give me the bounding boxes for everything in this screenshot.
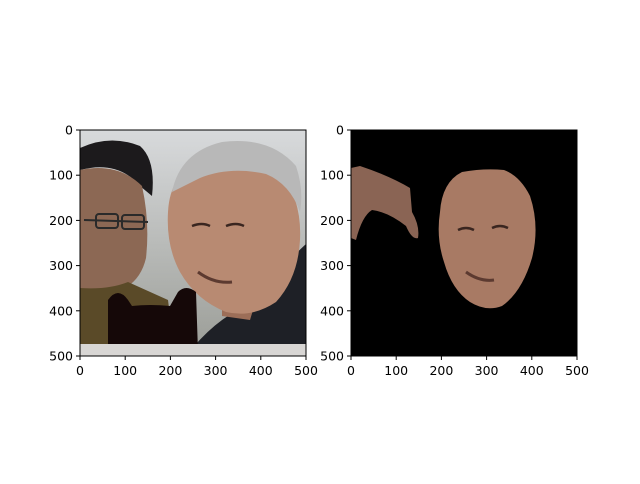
partial-face-region [351, 166, 419, 240]
left-xtick-label: 500 [294, 363, 318, 378]
left-ytick-label: 300 [49, 258, 73, 273]
right-xtick-label: 200 [429, 363, 453, 378]
right-xtick-label: 0 [347, 363, 355, 378]
left-xtick-label: 0 [76, 363, 84, 378]
left-ytick-label: 400 [49, 303, 73, 318]
right-xtick-label: 400 [520, 363, 544, 378]
left-xtick-label: 400 [249, 363, 273, 378]
left-ytick-label: 200 [49, 213, 73, 228]
right-ytick-label: 400 [320, 303, 344, 318]
left-man-hair [80, 140, 153, 196]
left-image-panel [80, 130, 306, 356]
right-axes-frame [350, 129, 578, 357]
right-ytick-label: 100 [320, 168, 344, 183]
right-man-jacket [186, 244, 306, 356]
right-xtick-label: 500 [565, 363, 589, 378]
left-man-glasses [83, 219, 149, 223]
right-ytick-label: 0 [336, 123, 344, 138]
right-man-hair [172, 141, 302, 212]
left-xtick-label: 100 [113, 363, 137, 378]
left-man-face [80, 168, 148, 294]
right-ytick-label: 500 [320, 349, 344, 364]
left-ytick-label: 100 [49, 168, 73, 183]
left-xtick-label: 300 [204, 363, 228, 378]
left-ytick-label: 0 [65, 123, 73, 138]
left-xtick-label: 200 [158, 363, 182, 378]
left-ytick-label: 500 [49, 349, 73, 364]
occlusion-mask [108, 288, 198, 352]
main-face-region [438, 169, 536, 309]
right-image-panel [351, 130, 577, 356]
right-ytick-label: 300 [320, 258, 344, 273]
right-xtick-label: 300 [475, 363, 499, 378]
left-axes-frame [79, 129, 307, 357]
right-ytick-label: 200 [320, 213, 344, 228]
right-xtick-label: 100 [384, 363, 408, 378]
